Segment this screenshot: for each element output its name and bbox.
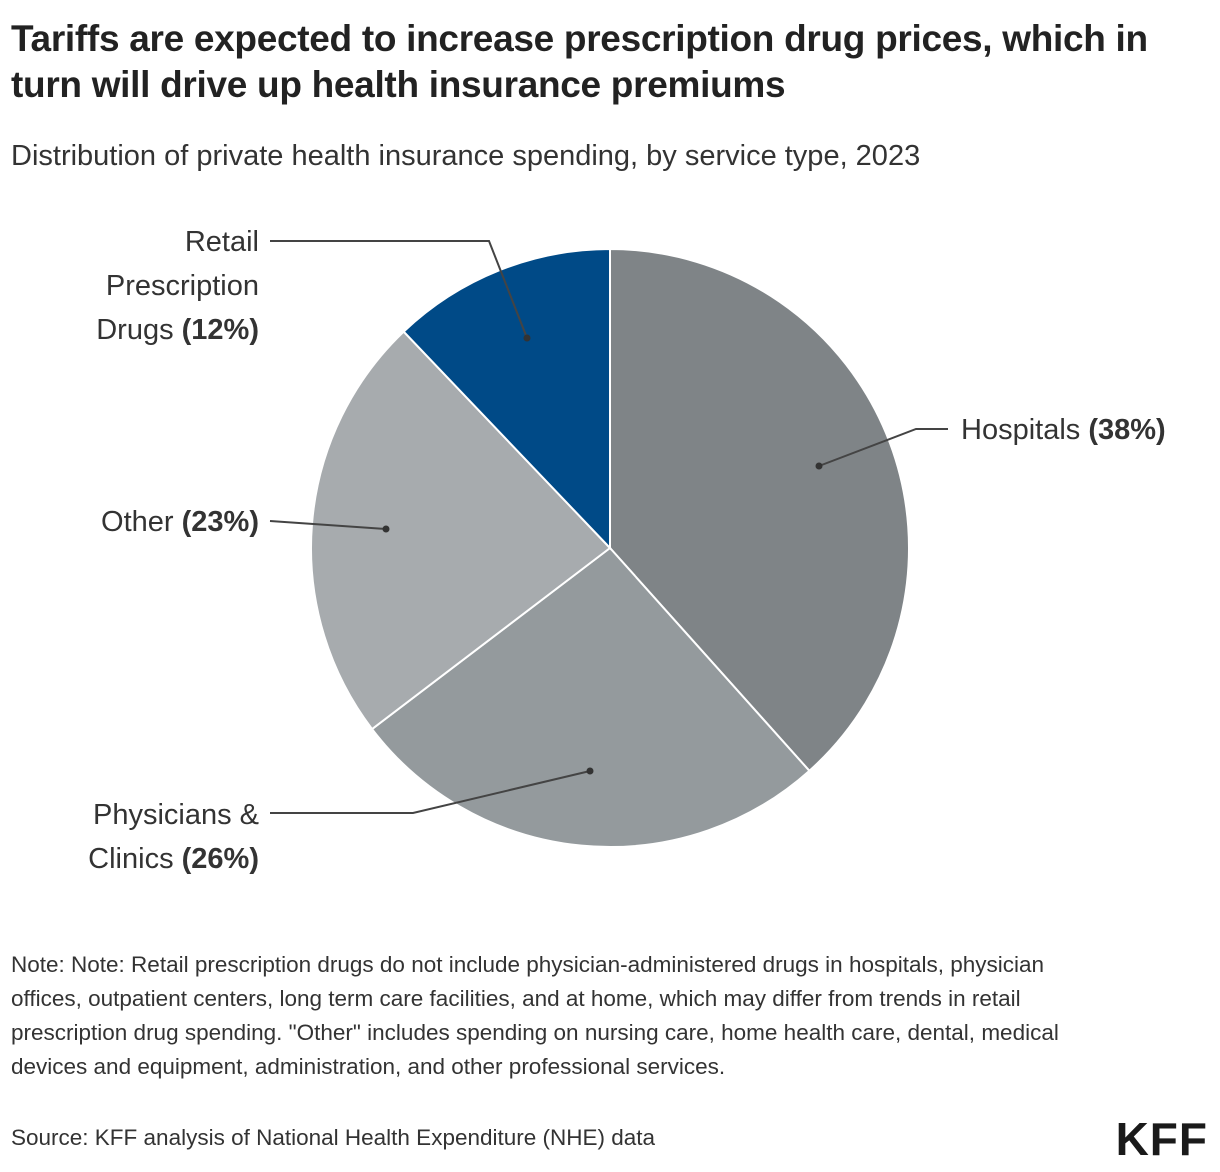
label-hospitals-pct: (38%) <box>1088 414 1166 446</box>
leader-physicians-dot <box>586 767 594 775</box>
chart-title: Tariffs are expected to increase prescri… <box>11 18 1148 105</box>
label-hospitals: Hospitals (38%) <box>961 408 1166 452</box>
kff-logo: KFF <box>1115 1113 1208 1165</box>
label-retail-line3: Drugs <box>96 314 174 346</box>
label-physicians: Physicians & Clinics (26%) <box>88 793 259 881</box>
leader-retail-line <box>270 240 528 339</box>
label-retail-line1: Retail <box>184 226 259 258</box>
leader-physicians-line <box>270 770 591 814</box>
label-other-name: Other <box>101 506 174 538</box>
label-physicians-pct: (26%) <box>181 843 259 875</box>
chart-subtitle: Distribution of private health insurance… <box>11 140 921 172</box>
label-retail: Retail Prescription Drugs (12%) <box>96 220 259 352</box>
pie-slice-physicians-clinics <box>370 546 811 848</box>
chart-note: Note: Note: Retail prescription drugs do… <box>11 952 1059 1079</box>
leader-other-line <box>269 520 387 530</box>
label-retail-pct: (12%) <box>181 314 259 346</box>
pie-slice-retail-prescription-drugs <box>402 247 611 551</box>
leader-retail-dot <box>523 334 531 342</box>
label-other: Other (23%) <box>101 500 259 544</box>
label-retail-line2: Prescription <box>105 270 259 302</box>
leader-hospitals-line <box>818 428 948 467</box>
label-other-pct: (23%) <box>181 506 259 538</box>
label-physicians-line2: Clinics <box>88 843 174 875</box>
leader-other-dot <box>382 525 390 533</box>
leader-hospitals-dot <box>815 462 823 470</box>
chart-source: Source: KFF analysis of National Health … <box>11 1125 656 1150</box>
label-hospitals-name: Hospitals <box>961 414 1081 446</box>
label-physicians-line1: Physicians & <box>92 799 259 831</box>
pie-slice-hospitals <box>609 247 910 773</box>
